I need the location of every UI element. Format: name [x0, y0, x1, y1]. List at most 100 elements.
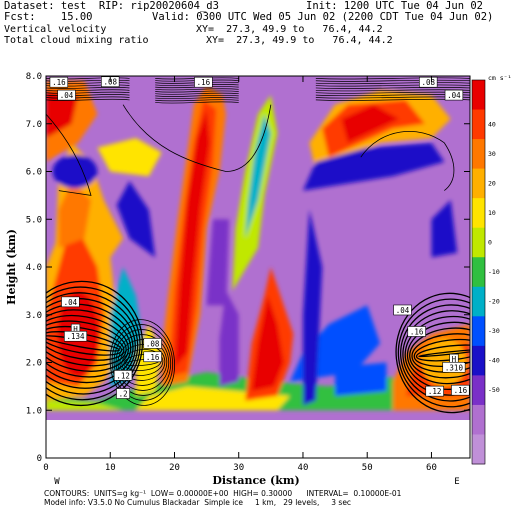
contour-label-box: [451, 384, 470, 396]
cloud-contour-right: [399, 304, 470, 402]
field-region: [46, 90, 79, 139]
contour-label-text: H: [73, 325, 78, 334]
contour-label-text: .16: [52, 78, 66, 87]
cloud-contour-center: [109, 319, 175, 406]
colorbar-level-label: 10: [488, 209, 496, 217]
contour-label: .12: [113, 370, 133, 381]
cloud-contour-left: [46, 297, 136, 389]
field-region: [206, 219, 230, 306]
cloud-contour-left: [46, 292, 139, 395]
ground-mask: [46, 420, 470, 458]
axes: 0 10 20 30 40 50 60 0 1.0 2.0 3.0 4.0 5.0 6.0 7.0 8.0: [26, 72, 470, 473]
colorbar-level-label: 0: [488, 238, 492, 246]
cloud-outline-center: [122, 104, 272, 172]
colorbar: 40 30 20 10 0 -10 -20 -30 -40 -50: [471, 79, 500, 465]
field-region: [431, 200, 458, 258]
colorbar-swatch: [472, 109, 485, 140]
contour-label-box: [116, 388, 130, 399]
cloud-contour-right: [409, 327, 470, 379]
y-tick-label: 8.0: [26, 72, 42, 82]
colorbar-level-label: 40: [488, 120, 496, 128]
y-tick-label: 7.0: [26, 120, 42, 130]
y-axis-label: Height (km): [5, 229, 18, 305]
contour-label-text: .16: [146, 353, 160, 362]
contour-label: .16: [49, 76, 69, 88]
contour-label: .08: [143, 338, 162, 349]
contour-label-box: [425, 385, 444, 397]
y-tick-label: 2.0: [26, 359, 42, 369]
contour-label-text: .16: [454, 386, 468, 395]
field-region: [341, 104, 400, 143]
cloud-contour-center: [113, 329, 172, 396]
contour-label-text: H: [452, 355, 457, 364]
field-region: [174, 109, 210, 368]
x-tick-label: 20: [169, 463, 180, 473]
colorbar-level-label: -30: [488, 327, 500, 335]
contour-label-text: .04: [447, 91, 461, 100]
heatmap-field: [46, 76, 470, 458]
anvil-contour-left: [46, 89, 130, 92]
contour-label-text: .12: [116, 371, 130, 380]
contour-label-text: .16: [410, 327, 424, 336]
anvil-contour-right: [315, 84, 470, 87]
anvil-contour-center: [155, 94, 239, 97]
contour-label: .134: [64, 330, 88, 342]
contour-label-box: [61, 296, 80, 308]
field-region: [245, 114, 271, 239]
cloud-contour-right: [395, 292, 470, 414]
x-axis-label: Distance (km): [212, 474, 299, 487]
field-region: [303, 142, 445, 191]
cloud-contour-center: [115, 334, 170, 391]
field-region: [251, 295, 284, 392]
x-tick-label: 10: [105, 463, 116, 473]
cloud-contour-center: [111, 324, 174, 401]
cloud-contour-center: [117, 339, 168, 386]
field2-name: Total cloud mixing ratio: [4, 35, 149, 46]
colorbar-swatch: [472, 139, 485, 170]
contour-label-box: [143, 351, 162, 363]
contour-label-text: .2: [119, 390, 128, 399]
x-end-label-right: E: [454, 477, 459, 487]
y-tick-label: 0: [37, 454, 42, 464]
colorbar-swatch: [472, 227, 485, 258]
anvil-contour-center: [155, 88, 239, 91]
anvil-contour-center: [155, 90, 239, 93]
field-region: [335, 362, 387, 396]
contour-label-text: .16: [197, 78, 211, 87]
contour-label: .12: [425, 385, 444, 397]
dataset-line: Dataset: test RIP: rip20020604_d3: [4, 0, 219, 12]
contour-label-box: [407, 326, 426, 337]
contour-label-box: [113, 370, 133, 381]
valid-line: Valid: 0300 UTC Wed 05 Jun 02 (2200 CDT …: [152, 11, 494, 23]
y-tick-label: 4.0: [26, 263, 42, 273]
contour-label: .16: [451, 384, 470, 396]
anvil-contour-center: [155, 97, 239, 100]
x-tick-label: 60: [426, 463, 437, 473]
contour-label-box: [49, 76, 69, 88]
contour-label-box: [444, 89, 464, 101]
anvil-contour-center: [155, 92, 239, 95]
anvil-contour-right: [315, 79, 470, 82]
colorbar-level-label: -40: [488, 357, 500, 365]
contour-label-text: .04: [64, 298, 78, 307]
contour-label-text: .08: [146, 339, 160, 348]
contour-label-box: [64, 330, 88, 342]
field1-xy: XY= 27.3, 49.9 to 76.4, 44.2: [196, 24, 383, 35]
anvil-contour-left: [46, 91, 130, 94]
contour-label-text: .08: [103, 78, 117, 87]
cloud-contour-left: [46, 286, 141, 401]
contour-label: .04: [57, 89, 76, 101]
colorbar-swatch: [472, 434, 485, 465]
cloud-outline-right: [360, 131, 455, 191]
colorbar-swatch: [472, 80, 485, 111]
field-region: [97, 138, 162, 177]
field1-name: Vertical velocity: [4, 24, 107, 35]
colorbar-level-label: 20: [488, 179, 496, 187]
cloud-contour-right: [397, 298, 470, 408]
contour-label-text: .134: [67, 332, 86, 341]
colorbar-swatch: [472, 198, 485, 229]
contour-label: .2: [116, 388, 130, 399]
colorbar-frame: [471, 79, 486, 465]
cloud-contour-left: [46, 280, 144, 407]
